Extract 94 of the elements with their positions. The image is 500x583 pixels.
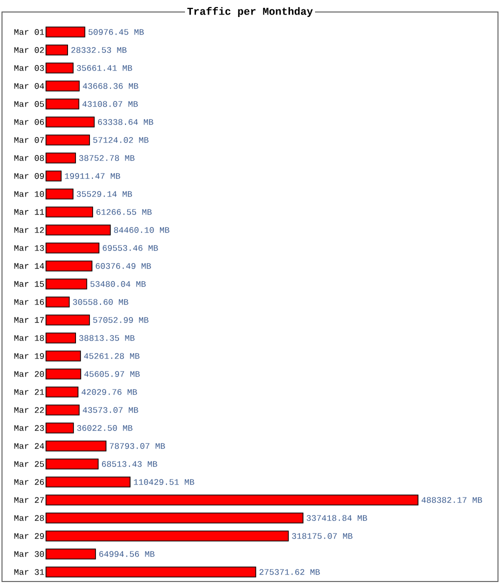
y-tick-label: Mar 19 bbox=[14, 353, 44, 359]
bar bbox=[46, 152, 76, 164]
bar bbox=[46, 116, 95, 128]
y-tick-label: Mar 02 bbox=[14, 47, 44, 53]
data-label: 57052.99 MB bbox=[93, 317, 148, 323]
bar bbox=[46, 548, 96, 560]
bar bbox=[46, 512, 304, 524]
y-tick-label: Mar 06 bbox=[14, 119, 44, 125]
bar bbox=[46, 440, 106, 452]
y-tick-label: Mar 26 bbox=[14, 479, 44, 485]
y-tick-label: Mar 14 bbox=[14, 263, 44, 269]
bar bbox=[46, 350, 81, 362]
bar bbox=[46, 422, 74, 434]
y-tick-label: Mar 20 bbox=[14, 371, 44, 377]
data-label: 36022.50 MB bbox=[77, 425, 132, 431]
bar bbox=[46, 278, 88, 290]
data-label: 43108.07 MB bbox=[82, 101, 138, 107]
bar bbox=[46, 476, 131, 488]
bar bbox=[46, 188, 74, 200]
y-tick-label: Mar 28 bbox=[14, 515, 44, 521]
y-tick-label: Mar 16 bbox=[14, 299, 44, 305]
bar bbox=[46, 62, 74, 74]
chart-title: Traffic per Monthday bbox=[187, 7, 313, 17]
data-label: 45261.28 MB bbox=[84, 353, 140, 359]
data-label: 64994.56 MB bbox=[99, 551, 154, 557]
y-tick-label: Mar 31 bbox=[14, 569, 44, 575]
bar bbox=[46, 314, 90, 326]
y-tick-label: Mar 22 bbox=[14, 407, 44, 413]
y-tick-label: Mar 23 bbox=[14, 425, 44, 431]
data-label: 30558.60 MB bbox=[73, 299, 128, 305]
bar bbox=[46, 296, 70, 308]
y-tick-label: Mar 29 bbox=[14, 533, 44, 539]
data-label: 488382.17 MB bbox=[422, 497, 482, 503]
bar bbox=[46, 260, 92, 272]
bar bbox=[46, 566, 256, 578]
y-tick-label: Mar 18 bbox=[14, 335, 44, 341]
data-label: 337418.84 MB bbox=[306, 515, 368, 521]
y-tick-label: Mar 01 bbox=[14, 29, 44, 35]
y-tick-label: Mar 17 bbox=[14, 317, 44, 323]
data-label: 53480.04 MB bbox=[90, 281, 146, 287]
y-tick-label: Mar 11 bbox=[14, 209, 44, 215]
y-tick-label: Mar 10 bbox=[14, 191, 44, 197]
data-label: 45605.97 MB bbox=[84, 371, 140, 377]
bar bbox=[46, 494, 418, 506]
bar bbox=[46, 332, 76, 344]
y-tick-label: Mar 05 bbox=[14, 101, 44, 107]
data-label: 38752.78 MB bbox=[79, 155, 134, 161]
data-label: 43573.07 MB bbox=[82, 407, 138, 413]
data-label: 50976.45 MB bbox=[88, 29, 144, 35]
data-label: 19911.47 MB bbox=[64, 173, 120, 179]
data-label: 68513.43 MB bbox=[102, 461, 158, 467]
y-tick-label: Mar 12 bbox=[14, 227, 44, 233]
bar bbox=[46, 98, 80, 110]
data-label: 57124.02 MB bbox=[93, 137, 148, 143]
y-tick-label: Mar 21 bbox=[14, 389, 44, 395]
bar bbox=[46, 224, 111, 236]
data-label: 35661.41 MB bbox=[76, 65, 132, 71]
data-label: 63338.64 MB bbox=[98, 119, 154, 125]
data-label: 110429.51 MB bbox=[134, 479, 194, 485]
bar bbox=[46, 404, 80, 416]
y-tick-label: Mar 08 bbox=[14, 155, 44, 161]
y-tick-label: Mar 15 bbox=[14, 281, 44, 287]
y-tick-label: Mar 13 bbox=[14, 245, 44, 251]
data-label: 35529.14 MB bbox=[76, 191, 132, 197]
data-label: 60376.49 MB bbox=[96, 263, 151, 269]
bar bbox=[46, 386, 78, 398]
y-tick-label: Mar 30 bbox=[14, 551, 44, 557]
y-tick-label: Mar 03 bbox=[14, 65, 44, 71]
data-label: 42029.76 MB bbox=[82, 389, 137, 395]
bar bbox=[46, 206, 94, 218]
bar bbox=[46, 44, 68, 56]
y-tick-label: Mar 07 bbox=[14, 137, 44, 143]
bar bbox=[46, 458, 99, 470]
y-tick-label: Mar 24 bbox=[14, 443, 44, 449]
data-label: 28332.53 MB bbox=[71, 47, 127, 53]
bar bbox=[46, 134, 90, 146]
data-label: 69553.46 MB bbox=[102, 245, 158, 251]
bar bbox=[46, 26, 86, 38]
bar bbox=[46, 242, 100, 254]
y-tick-label: Mar 27 bbox=[14, 497, 44, 503]
bar bbox=[46, 368, 82, 380]
y-tick-label: Mar 04 bbox=[14, 83, 44, 89]
bar bbox=[46, 170, 62, 182]
data-label: 43668.36 MB bbox=[82, 83, 138, 89]
data-label: 275371.62 MB bbox=[260, 569, 320, 575]
data-label: 61266.55 MB bbox=[96, 209, 152, 215]
bar bbox=[46, 530, 289, 542]
data-label: 78793.07 MB bbox=[110, 443, 165, 449]
data-label: 38813.35 MB bbox=[79, 335, 135, 341]
data-label: 318175.07 MB bbox=[292, 533, 352, 539]
data-label: 84460.10 MB bbox=[114, 227, 170, 233]
y-tick-label: Mar 25 bbox=[14, 461, 44, 467]
bar bbox=[46, 80, 80, 92]
y-tick-label: Mar 09 bbox=[14, 173, 44, 179]
